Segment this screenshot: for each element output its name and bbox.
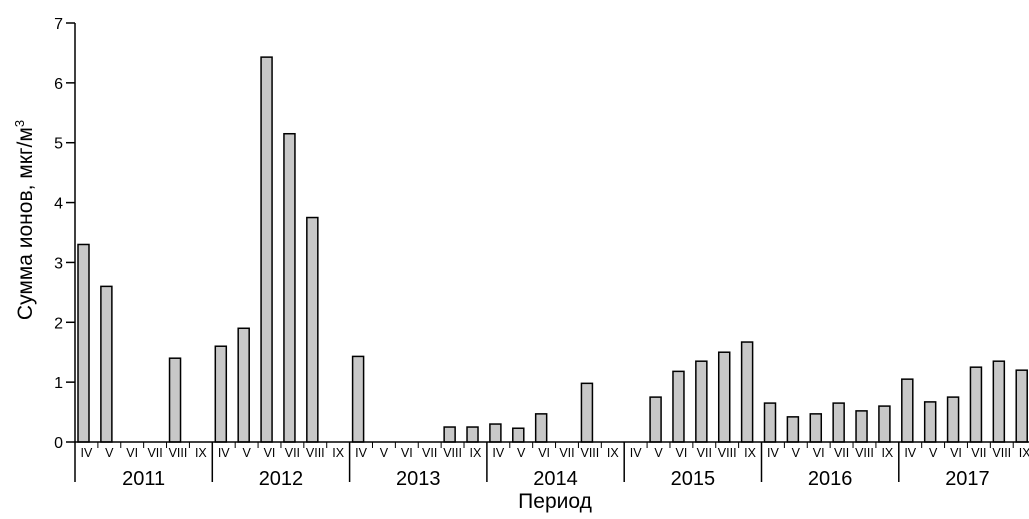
month-label: VII bbox=[422, 446, 437, 460]
month-label: IX bbox=[744, 446, 756, 460]
month-label: IV bbox=[492, 446, 504, 460]
bar bbox=[901, 378, 914, 443]
y-axis: 0 1 2 3 4 5 6 7 bbox=[54, 16, 76, 452]
month-label: IX bbox=[607, 446, 619, 460]
bar bbox=[992, 360, 1006, 443]
month-label: V bbox=[929, 446, 938, 460]
month-label: VIII bbox=[855, 446, 874, 460]
bar bbox=[534, 413, 548, 443]
month-label: IV bbox=[218, 446, 230, 460]
month-label: VII bbox=[971, 446, 986, 460]
y-tick-label: 2 bbox=[54, 315, 63, 332]
year-label: 2011 bbox=[122, 468, 165, 490]
month-label: VI bbox=[538, 446, 550, 460]
bar bbox=[649, 396, 662, 443]
month-label: VIII bbox=[580, 446, 599, 460]
bar bbox=[923, 401, 937, 443]
month-label: IV bbox=[767, 446, 779, 460]
month-label: V bbox=[380, 446, 389, 460]
month-label: VII bbox=[697, 446, 712, 460]
y-tick-label: 0 bbox=[54, 435, 63, 452]
month-label: VIII bbox=[718, 446, 737, 460]
bar bbox=[969, 366, 983, 443]
month-label: V bbox=[517, 446, 526, 460]
year-label: 2012 bbox=[259, 468, 304, 490]
month-label: VI bbox=[264, 446, 276, 460]
bar bbox=[1015, 369, 1028, 443]
month-label: VIII bbox=[169, 446, 188, 460]
bar bbox=[306, 216, 319, 443]
month-label: VII bbox=[147, 446, 162, 460]
month-label: IX bbox=[881, 446, 893, 460]
bar bbox=[855, 410, 868, 443]
y-tick-label: 5 bbox=[54, 136, 63, 153]
bar bbox=[740, 341, 754, 443]
month-label: VI bbox=[126, 446, 138, 460]
x-axis-title: Период bbox=[518, 490, 592, 513]
month-label: VI bbox=[950, 446, 962, 460]
month-label: VI bbox=[813, 446, 825, 460]
year-label: 2017 bbox=[945, 468, 990, 490]
month-label: IV bbox=[355, 446, 367, 460]
month-label: VII bbox=[559, 446, 574, 460]
bar bbox=[809, 413, 823, 443]
month-label: VIII bbox=[992, 446, 1011, 460]
month-label: VIII bbox=[443, 446, 462, 460]
month-label: VIII bbox=[306, 446, 325, 460]
month-label: VI bbox=[401, 446, 413, 460]
bar bbox=[512, 427, 525, 443]
bar bbox=[786, 416, 800, 443]
y-axis-title: Сумма ионов, мкг/м3 bbox=[12, 120, 37, 320]
month-label: VI bbox=[676, 446, 688, 460]
month-label: IX bbox=[470, 446, 482, 460]
month-label: IV bbox=[630, 446, 642, 460]
year-label: 2013 bbox=[396, 468, 441, 490]
bar bbox=[237, 327, 250, 443]
bar bbox=[489, 423, 502, 443]
bar bbox=[946, 396, 960, 443]
bar bbox=[214, 345, 228, 443]
bar bbox=[77, 243, 90, 443]
bar bbox=[878, 405, 891, 443]
month-label: VII bbox=[285, 446, 300, 460]
bars bbox=[77, 56, 1028, 443]
bar bbox=[580, 382, 594, 443]
y-tick-label: 3 bbox=[54, 255, 63, 272]
month-label: IX bbox=[1019, 446, 1029, 460]
bar bbox=[168, 357, 182, 443]
bar bbox=[832, 402, 845, 443]
bar bbox=[260, 56, 273, 443]
month-label: IV bbox=[81, 446, 93, 460]
month-label: V bbox=[654, 446, 663, 460]
month-label: IX bbox=[332, 446, 344, 460]
y-tick-label: 1 bbox=[54, 375, 63, 392]
bar bbox=[443, 426, 456, 443]
month-label: IV bbox=[904, 446, 916, 460]
y-tick-label: 7 bbox=[54, 16, 63, 33]
bar bbox=[717, 351, 731, 443]
bar bbox=[351, 355, 365, 443]
y-tick-label: 6 bbox=[54, 76, 63, 93]
bar bbox=[283, 132, 296, 443]
year-label: 2014 bbox=[533, 468, 578, 490]
month-label: V bbox=[105, 446, 114, 460]
month-label: IX bbox=[195, 446, 207, 460]
year-label: 2015 bbox=[671, 468, 716, 490]
bar bbox=[100, 285, 113, 443]
y-tick-label: 4 bbox=[54, 196, 63, 213]
bar bbox=[763, 402, 777, 443]
year-label: 2016 bbox=[808, 468, 853, 490]
bar bbox=[695, 360, 708, 443]
month-label: V bbox=[242, 446, 251, 460]
month-label: VII bbox=[834, 446, 849, 460]
bar bbox=[466, 426, 479, 443]
month-label: V bbox=[792, 446, 801, 460]
bar bbox=[672, 370, 685, 443]
